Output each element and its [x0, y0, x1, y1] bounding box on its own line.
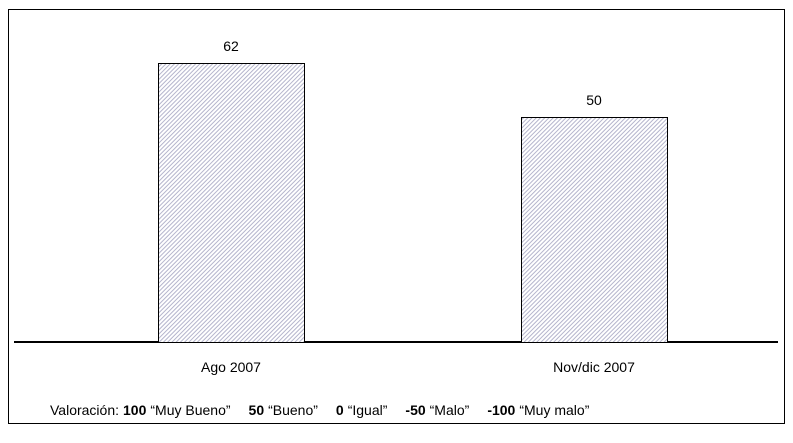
footnote-value: -50 [405, 402, 425, 418]
footnote-label: “Igual” [348, 402, 388, 418]
footnote-value: 50 [249, 402, 265, 418]
footnote-prefix: Valoración: [50, 402, 119, 418]
footnote-value: 0 [336, 402, 344, 418]
x-tick-label: Nov/dic 2007 [553, 359, 635, 375]
footnote-label: “Bueno” [268, 402, 318, 418]
value-label: 62 [223, 38, 239, 54]
bar [521, 117, 668, 343]
footnote: Valoración: 100 “Muy Bueno” 50 “Bueno” 0 “Igua… [50, 402, 590, 418]
bar [158, 63, 305, 343]
footnote-label: “Muy malo” [519, 402, 589, 418]
x-tick-label: Ago 2007 [201, 359, 261, 375]
footnote-label: “Muy Bueno” [150, 402, 230, 418]
footnote-label: “Malo” [430, 402, 470, 418]
value-label: 50 [586, 92, 602, 108]
footnote-value: 100 [123, 402, 147, 418]
footnote-value: -100 [487, 402, 515, 418]
chart-frame [8, 9, 785, 424]
